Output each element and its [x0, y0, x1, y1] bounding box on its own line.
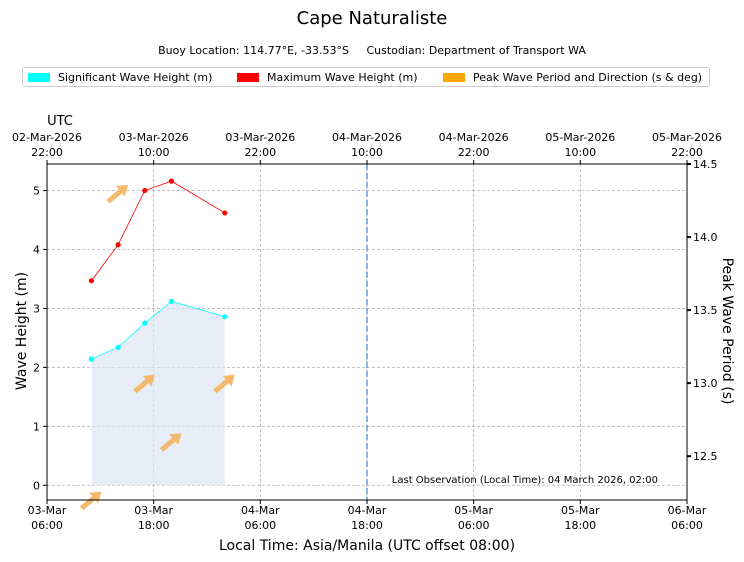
- y2-tick-label: 13.0: [693, 377, 718, 390]
- top-x-tick-label-time: 10:00: [138, 146, 170, 159]
- x-tick-label-time: 06:00: [31, 519, 63, 532]
- custodian: Custodian: Department of Transport WA: [366, 44, 586, 57]
- legend-swatch-significant: [28, 73, 50, 82]
- legend-label: Peak Wave Period and Direction (s & deg): [473, 71, 703, 84]
- y-tick-label: 5: [33, 185, 40, 198]
- legend-swatch-peak-period: [443, 73, 465, 82]
- maximum-wave-point: [168, 178, 175, 184]
- x-tick-label-date: 05-Mar: [454, 504, 493, 517]
- y2-tick-label: 14.5: [693, 158, 718, 171]
- x-tick-label-date: 04-Mar: [348, 504, 387, 517]
- y-tick-label: 3: [33, 302, 40, 315]
- significant-wave-point: [88, 356, 95, 362]
- legend-swatch-maximum: [237, 73, 259, 82]
- y-tick-label: 4: [33, 243, 40, 256]
- top-x-tick-label-date: 05-Mar-2026: [652, 131, 722, 144]
- x-tick-label-date: 05-Mar: [561, 504, 600, 517]
- peak-period-arrow-shape: [106, 184, 129, 204]
- significant-wave-point: [168, 298, 175, 304]
- top-axis-label: UTC: [47, 114, 73, 129]
- x-tick-label-date: 06-Mar: [668, 504, 707, 517]
- legend-label: Maximum Wave Height (m): [267, 71, 418, 84]
- y-tick-label: 1: [33, 420, 40, 433]
- maximum-wave-point: [222, 210, 228, 216]
- y-axis-label: Wave Height (m): [14, 272, 30, 390]
- peak-period-arrow-shape: [213, 374, 235, 394]
- x-tick-label-time: 06:00: [458, 519, 490, 532]
- x-tick-label-time: 18:00: [564, 519, 596, 532]
- y2-tick-label: 12.5: [693, 450, 718, 463]
- top-x-tick-label-date: 03-Mar-2026: [119, 131, 189, 144]
- x-tick-label-date: 04-Mar: [241, 504, 280, 517]
- peak-period-arrow: [133, 374, 155, 394]
- x-axis-label: Local Time: Asia/Manila (UTC offset 08:0…: [219, 538, 515, 554]
- peak-period-arrow-shape: [79, 491, 102, 511]
- chart-title: Cape Naturaliste: [296, 8, 448, 29]
- top-x-tick-label-date: 05-Mar-2026: [545, 131, 615, 144]
- y-tick-label: 0: [33, 479, 40, 492]
- y2-tick-label: 13.5: [693, 304, 718, 317]
- maximum-wave-point: [88, 278, 95, 284]
- peak-period-arrow: [159, 433, 182, 452]
- chart-subtitle: Buoy Location: 114.77°E, -33.53°S Custod…: [0, 44, 744, 57]
- significant-wave-point: [142, 320, 148, 326]
- top-x-tick-label-date: 02-Mar-2026: [12, 131, 82, 144]
- peak-period-arrow-shape: [159, 433, 182, 452]
- legend: Significant Wave Height (m) Maximum Wave…: [22, 67, 710, 87]
- buoy-location: Buoy Location: 114.77°E, -33.53°S: [158, 44, 349, 57]
- significant-wave-area: [91, 301, 225, 486]
- top-x-tick-label-date: 03-Mar-2026: [225, 131, 295, 144]
- x-tick-label-date: 03-Mar: [134, 504, 173, 517]
- top-x-tick-label-date: 04-Mar-2026: [332, 131, 402, 144]
- y2-axis-label: Peak Wave Period (s): [719, 258, 735, 405]
- top-x-tick-label-time: 22:00: [671, 146, 703, 159]
- y2-tick-label: 14.0: [693, 231, 718, 244]
- top-x-tick-label-time: 10:00: [351, 146, 383, 159]
- legend-label: Significant Wave Height (m): [58, 71, 213, 84]
- peak-period-arrow: [106, 184, 129, 204]
- maximum-wave-point: [142, 187, 148, 194]
- last-observation-annotation: Last Observation (Local Time): 04 March …: [392, 475, 658, 486]
- peak-period-arrow: [79, 491, 102, 511]
- top-x-tick-label-time: 22:00: [31, 146, 63, 159]
- x-tick-label-time: 18:00: [138, 519, 170, 532]
- top-x-tick-label-time: 22:00: [458, 146, 490, 159]
- significant-wave-point: [115, 344, 121, 350]
- top-x-tick-label-time: 22:00: [244, 146, 276, 159]
- peak-period-arrow: [213, 374, 235, 394]
- x-tick-label-time: 06:00: [671, 519, 703, 532]
- x-tick-label-time: 06:00: [244, 519, 276, 532]
- maximum-wave-point: [115, 242, 121, 248]
- y-tick-label: 2: [33, 361, 40, 374]
- significant-wave-point: [222, 314, 228, 320]
- x-tick-label-time: 18:00: [351, 519, 383, 532]
- peak-period-arrow-shape: [133, 374, 155, 394]
- top-x-tick-label-date: 04-Mar-2026: [439, 131, 509, 144]
- top-x-tick-label-time: 10:00: [564, 146, 596, 159]
- x-tick-label-date: 03-Mar: [28, 504, 67, 517]
